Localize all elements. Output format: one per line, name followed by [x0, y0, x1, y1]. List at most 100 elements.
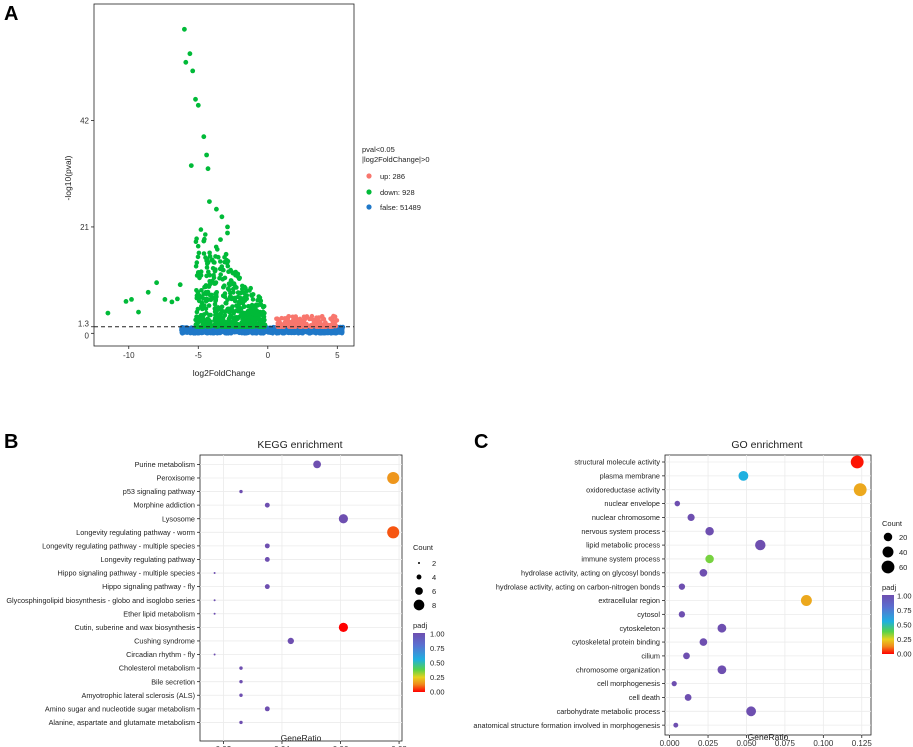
enrichment-dot [746, 706, 757, 717]
category-label: Cholesterol metabolism [119, 664, 195, 673]
down-point [136, 309, 141, 315]
down-point [227, 314, 233, 320]
down-point [226, 306, 231, 312]
down-point [206, 259, 211, 265]
nonsig-point [193, 329, 198, 334]
down-point [224, 257, 229, 263]
category-label: Amyotrophic lateral sclerosis (ALS) [81, 691, 195, 700]
nonsig-point [183, 326, 188, 331]
down-point [123, 299, 129, 304]
category-label: nuclear envelope [604, 499, 660, 508]
down-point [193, 96, 198, 102]
down-point [238, 323, 243, 329]
down-point [248, 308, 253, 314]
x-tick-label: -5 [195, 351, 203, 360]
category-label: chromosome organization [576, 665, 660, 674]
up-point [286, 314, 292, 319]
kegg-dots [213, 460, 400, 725]
go-dotplot: GO enrichment structural molecule activi… [473, 439, 911, 747]
category-label: nuclear chromosome [592, 513, 660, 522]
up-point [298, 320, 304, 325]
down-point [196, 250, 202, 256]
enrichment-dot [699, 568, 708, 577]
down-point [207, 312, 212, 318]
up-point [311, 317, 316, 323]
nonsig-point [335, 328, 340, 334]
down-point [162, 297, 168, 302]
kegg-padj-legend-title: padj [413, 621, 428, 630]
up-point [275, 323, 281, 329]
down-point [195, 318, 201, 323]
volcano-axis-ticks: -10 -5 0 5 0 1.3 21 42 [78, 117, 340, 360]
down-point [221, 267, 226, 273]
down-point [203, 306, 209, 312]
category-label: structural molecule activity [574, 458, 660, 467]
up-point [314, 315, 320, 321]
category-label: cytosol [637, 610, 660, 619]
size-legend-label: 4 [432, 573, 436, 582]
down-point [195, 254, 201, 260]
enrichment-dot [239, 666, 243, 670]
down-point [206, 269, 211, 275]
down-point [177, 282, 183, 288]
colorbar-tick-label: 1.00 [430, 630, 445, 639]
size-legend-dot [416, 574, 422, 580]
down-point [260, 319, 265, 324]
up-point [330, 321, 336, 326]
legend-title-line2: |log2FoldChange|>0 [362, 155, 430, 164]
enrichment-dot [683, 652, 690, 660]
legend-title-line1: pval<0.05 [362, 145, 395, 154]
enrichment-dot [264, 543, 270, 549]
enrichment-dot [705, 527, 714, 536]
category-label: Cutin, suberine and wax biosynthesis [75, 623, 196, 632]
down-point [242, 310, 248, 316]
down-point [222, 294, 228, 300]
colorbar-tick-label: 0.75 [430, 644, 445, 653]
category-label: Hippo signaling pathway - fly [102, 582, 195, 591]
down-point [169, 299, 175, 305]
size-legend-dot [418, 562, 420, 564]
up-point [334, 318, 340, 323]
down-point [201, 312, 207, 317]
colorbar-tick-label: 0.75 [897, 606, 912, 615]
volcano-x-label: log2FoldChange [193, 368, 256, 378]
colorbar-tick-label: 0.25 [897, 635, 912, 644]
category-label: Bile secretion [151, 677, 195, 686]
enrichment-dot [678, 611, 686, 618]
enrichment-dot [674, 500, 681, 507]
down-point [193, 264, 199, 269]
down-point [225, 230, 230, 236]
up-point [325, 323, 330, 329]
colorbar-tick-label: 0.00 [430, 688, 445, 697]
enrichment-dot [717, 623, 727, 633]
nonsig-point [311, 329, 317, 335]
category-label: Hippo signaling pathway - multiple speci… [58, 569, 196, 578]
down-point [218, 316, 223, 322]
volcano-legend: pval<0.05 |log2FoldChange|>0 up: 286 dow… [362, 145, 430, 212]
y-tick-label: 42 [80, 117, 89, 126]
colorbar-tick-label: 1.00 [897, 592, 912, 601]
down-point [231, 290, 236, 295]
down-point [242, 317, 248, 322]
down-point [223, 251, 229, 257]
category-label: Circadian rhythm - fly [126, 650, 195, 659]
down-point [201, 296, 206, 301]
nonsig-point [179, 327, 184, 332]
down-point [235, 271, 241, 277]
down-point [211, 273, 216, 278]
enrichment-dot [387, 471, 400, 485]
legend-up-dot [366, 173, 372, 179]
down-point [215, 247, 220, 252]
kegg-padj-legend: padj 1.00 0.75 0.50 0.25 0.00 [413, 621, 445, 697]
legend-up-label: up: 286 [380, 172, 405, 181]
category-label: cilium [641, 652, 660, 661]
down-point [199, 300, 205, 306]
up-point [291, 315, 296, 320]
down-point [232, 298, 238, 304]
colorbar-tick-label: 0.25 [430, 673, 445, 682]
down-point [249, 292, 254, 298]
category-label: hydrolase activity, acting on glycosyl b… [521, 568, 660, 577]
enrichment-dot [755, 539, 766, 551]
down-point [224, 300, 229, 306]
enrichment-dot [213, 572, 216, 575]
